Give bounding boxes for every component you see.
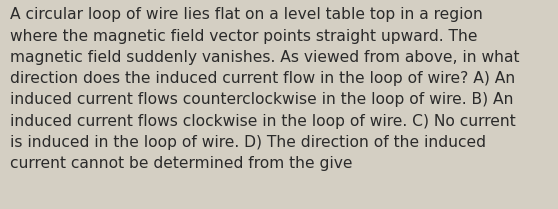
Text: A circular loop of wire lies flat on a level table top in a region
where the mag: A circular loop of wire lies flat on a l…: [10, 7, 519, 171]
